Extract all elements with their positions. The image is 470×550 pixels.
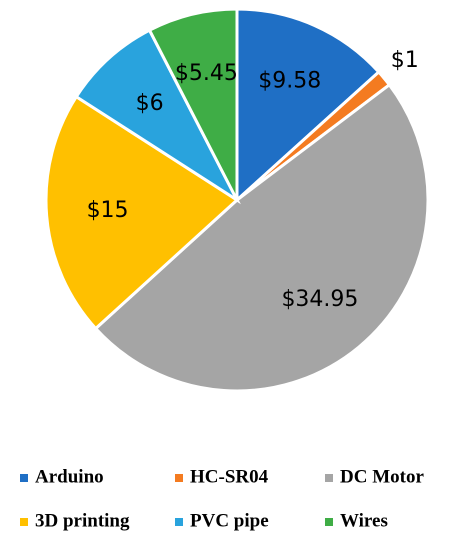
legend-swatch [325, 518, 333, 526]
legend-label: HC-SR04 [190, 466, 269, 487]
pie-slice [235, 7, 381, 204]
legend-label: Arduino [35, 466, 104, 487]
value-label: $9.58 [258, 68, 321, 93]
pie-slice [74, 28, 241, 205]
value-label: $6 [136, 91, 164, 116]
value-label: $5.45 [175, 61, 238, 86]
legend-swatch [20, 518, 28, 526]
legend-label: 3D printing [35, 510, 130, 531]
legend-label: DC Motor [340, 466, 424, 487]
pie-slice [44, 94, 240, 331]
legend-swatch [175, 474, 183, 482]
value-label: $15 [87, 198, 129, 223]
legend-label: Wires [340, 510, 388, 531]
legend-swatch [325, 474, 333, 482]
legend-swatch [175, 518, 183, 526]
value-label: $1 [391, 48, 419, 73]
value-label: $34.95 [281, 287, 358, 312]
pie-slice [93, 82, 430, 393]
legend-swatch [20, 474, 28, 482]
legend-label: PVC pipe [190, 510, 269, 531]
pie-slice [147, 7, 239, 201]
